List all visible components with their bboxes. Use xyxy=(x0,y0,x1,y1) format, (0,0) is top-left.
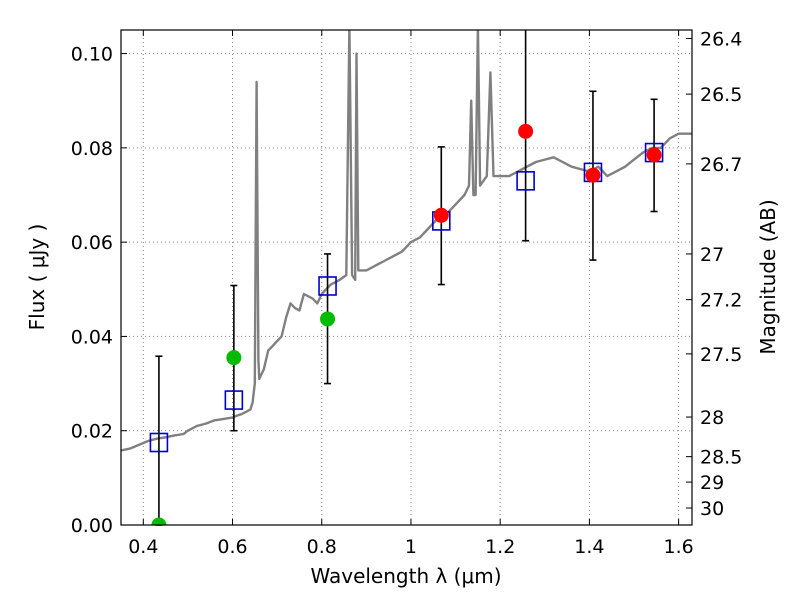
spectrum-line xyxy=(121,30,692,452)
red-point-3 xyxy=(646,147,662,163)
x-tick-label-4: 1.2 xyxy=(485,536,515,558)
y2-tick-label-1: 26.5 xyxy=(700,84,742,106)
grid-lines xyxy=(121,30,692,526)
y-tick-label-3: 0.06 xyxy=(71,232,113,254)
y-tick-label-4: 0.08 xyxy=(71,138,113,160)
red-point-1 xyxy=(518,123,534,139)
model-square-4 xyxy=(516,171,535,191)
y2-tick-label-9: 30 xyxy=(700,498,724,520)
y2-tick-label-8: 29 xyxy=(700,472,724,494)
x-tick-label-5: 1.4 xyxy=(574,536,604,558)
axis-ticks: 0.4 0.6 0.8 1 1.2 1.4 1.6 0.00 0.02 0.04 0.06 0.08 0… xyxy=(71,28,743,558)
plot-area xyxy=(121,30,692,526)
red-point-0 xyxy=(433,207,449,223)
y2-tick-label-3: 27 xyxy=(700,244,724,266)
y-tick-label-0: 0.00 xyxy=(71,515,113,537)
y2-tick-label-4: 27.2 xyxy=(700,290,742,312)
y2-tick-label-6: 28 xyxy=(700,407,724,429)
model-square-2 xyxy=(318,276,337,296)
y2-axis-label: Magnitude (AB) xyxy=(756,199,780,354)
x-tick-label-2: 0.8 xyxy=(307,536,337,558)
green-point-2 xyxy=(320,311,336,327)
x-tick-label-1: 0.6 xyxy=(217,536,247,558)
model-square-0 xyxy=(149,432,169,453)
y-tick-label-5: 0.10 xyxy=(71,44,113,66)
x-tick-label-6: 1.6 xyxy=(664,536,694,558)
y2-tick-label-0: 26.4 xyxy=(700,28,742,50)
y-tick-label-1: 0.02 xyxy=(71,421,113,443)
y2-tick-label-5: 27.5 xyxy=(700,344,742,366)
plot-frame xyxy=(120,29,693,526)
red-point-2 xyxy=(585,167,601,183)
green-point-1 xyxy=(226,350,242,366)
y2-tick-label-2: 26.7 xyxy=(700,154,742,176)
x-axis-label: Wavelength λ (μm) xyxy=(310,564,501,588)
y2-tick-label-7: 28.5 xyxy=(700,447,742,469)
y-tick-label-2: 0.04 xyxy=(71,326,113,348)
x-tick-label-3: 1 xyxy=(405,536,417,558)
x-tick-label-0: 0.4 xyxy=(128,536,158,558)
green-point-0 xyxy=(151,517,167,525)
model-square-1 xyxy=(224,390,244,410)
y-axis-label: Flux ( μJy ) xyxy=(25,224,49,331)
